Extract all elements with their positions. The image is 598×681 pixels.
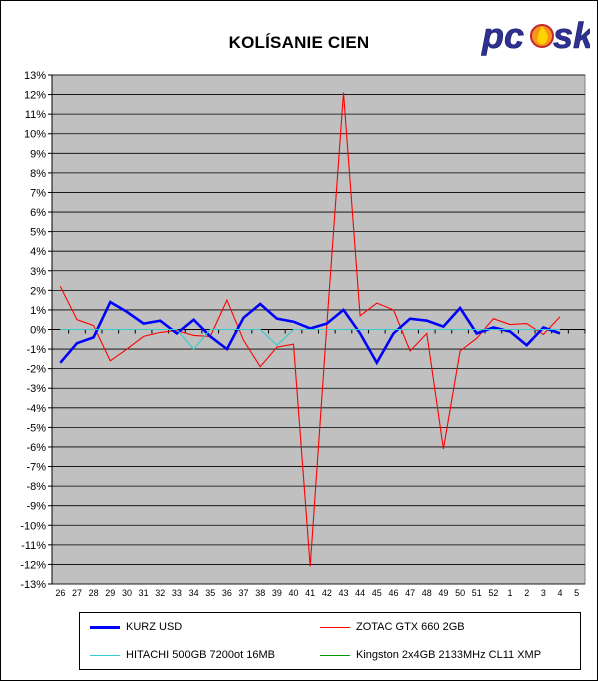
series-line-2 xyxy=(60,328,560,350)
x-tick-label: 3 xyxy=(541,588,546,598)
x-tick-label: 40 xyxy=(289,588,299,598)
legend-label: HITACHI 500GB 7200ot 16MB xyxy=(126,649,275,661)
x-tick-label: 51 xyxy=(472,588,482,598)
y-tick-label: -3% xyxy=(26,383,46,395)
y-tick-label: 1% xyxy=(30,305,46,317)
y-tick-label: 3% xyxy=(30,266,46,278)
y-tick-label: -13% xyxy=(20,579,46,591)
x-tick-label: 43 xyxy=(338,588,348,598)
legend-item: ZOTAC GTX 660 2GB xyxy=(320,619,465,635)
legend-swatch xyxy=(320,654,350,656)
y-tick-label: -7% xyxy=(26,462,46,474)
x-tick-label: 28 xyxy=(89,588,99,598)
x-tick-label: 31 xyxy=(139,588,149,598)
x-tick-label: 50 xyxy=(455,588,465,598)
x-tick-label: 1 xyxy=(508,588,513,598)
x-tick-label: 45 xyxy=(372,588,382,598)
y-tick-label: -1% xyxy=(26,344,46,356)
y-tick-label: 0% xyxy=(30,325,46,337)
svg-text:sk: sk xyxy=(553,15,590,56)
y-tick-label: -6% xyxy=(26,442,46,454)
legend-item: HITACHI 500GB 7200ot 16MB xyxy=(90,647,275,663)
x-tick-label: 27 xyxy=(72,588,82,598)
y-tick-label: 11% xyxy=(25,109,46,121)
x-tick-label: 5 xyxy=(574,588,579,598)
x-tick-label: 26 xyxy=(55,588,65,598)
x-tick-label: 48 xyxy=(422,588,432,598)
legend-swatch xyxy=(90,625,120,629)
series-line-0 xyxy=(59,300,561,366)
y-tick-label: 7% xyxy=(30,187,46,199)
series-line-1 xyxy=(59,92,561,567)
x-tick-label: 35 xyxy=(205,588,215,598)
x-tick-label: 41 xyxy=(305,588,315,598)
y-tick-label: -8% xyxy=(26,481,46,493)
x-tick-label: 36 xyxy=(222,588,232,598)
y-tick-label: -5% xyxy=(26,422,46,434)
legend-swatch xyxy=(320,626,350,628)
x-tick-label: 39 xyxy=(272,588,282,598)
y-tick-label: -9% xyxy=(26,501,46,513)
y-tick-label: -10% xyxy=(20,520,46,532)
legend-swatch xyxy=(90,654,120,656)
y-tick-label: 12% xyxy=(24,90,46,102)
x-tick-label: 52 xyxy=(488,588,498,598)
y-tick-label: 6% xyxy=(30,207,46,219)
x-tick-label: 2 xyxy=(524,588,529,598)
x-tick-label: 47 xyxy=(405,588,415,598)
y-tick-label: -4% xyxy=(26,403,46,415)
y-tick-label: 2% xyxy=(30,285,46,297)
y-tick-label: -12% xyxy=(20,559,46,571)
legend-label: Kingston 2x4GB 2133MHz CL11 XMP xyxy=(356,649,542,661)
y-tick-label: -11% xyxy=(21,540,46,552)
x-tick-label: 33 xyxy=(172,588,182,598)
x-tick-label: 34 xyxy=(189,588,199,598)
x-tick-label: 38 xyxy=(255,588,265,598)
chart-legend: KURZ USD ZOTAC GTX 660 2GB HITACHI 500GB 7… xyxy=(79,612,581,670)
legend-item: KURZ USD xyxy=(90,619,182,635)
x-tick-label: 32 xyxy=(155,588,165,598)
chart-title: KOLÍSANIE CIEN xyxy=(228,33,370,52)
x-tick-label: 46 xyxy=(388,588,398,598)
x-tick-label: 44 xyxy=(355,588,365,598)
y-tick-label: 10% xyxy=(24,129,46,141)
pcask-logo: pc sk xyxy=(481,15,590,57)
x-tick-label: 4 xyxy=(558,588,563,598)
y-tick-label: 8% xyxy=(30,168,46,180)
y-tick-label: 13% xyxy=(24,70,46,82)
x-tick-label: 30 xyxy=(122,588,132,598)
x-tick-label: 49 xyxy=(438,588,448,598)
y-tick-label: 4% xyxy=(30,246,46,258)
legend-label: ZOTAC GTX 660 2GB xyxy=(356,621,465,633)
legend-label: KURZ USD xyxy=(126,621,183,633)
y-tick-label: -2% xyxy=(26,364,46,376)
svg-text:pc: pc xyxy=(481,15,524,56)
x-tick-label: 37 xyxy=(239,588,249,598)
y-tick-label: 5% xyxy=(30,227,46,239)
x-tick-label: 42 xyxy=(322,588,332,598)
y-tick-label: 9% xyxy=(30,148,46,160)
legend-item: Kingston 2x4GB 2133MHz CL11 XMP xyxy=(320,647,541,663)
x-tick-label: 29 xyxy=(105,588,115,598)
